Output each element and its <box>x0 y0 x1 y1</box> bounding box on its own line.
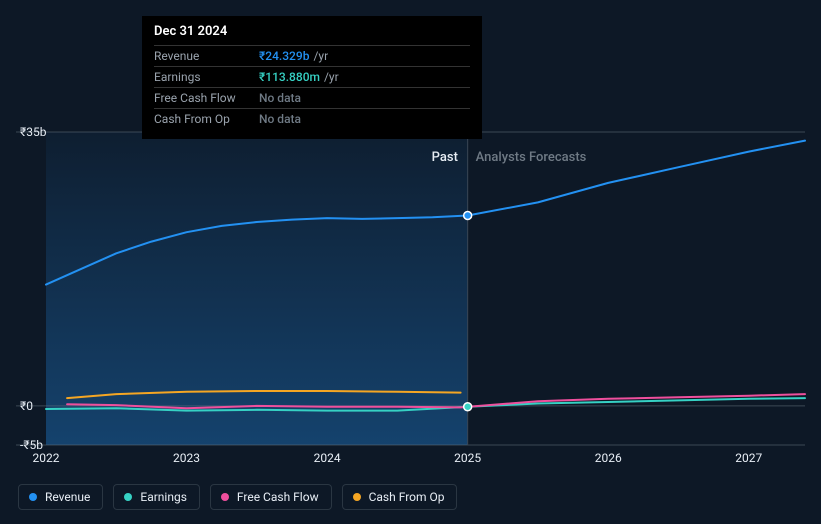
legend-item-revenue[interactable]: Revenue <box>18 484 103 510</box>
y-axis-label: ₹0 <box>20 399 33 413</box>
tooltip-metric-value: No data <box>259 112 301 126</box>
tooltip-metric-label: Revenue <box>154 49 259 63</box>
tooltip-metric-value: No data <box>259 91 301 105</box>
tooltip-metric-label: Cash From Op <box>154 112 259 126</box>
x-axis-label: 2022 <box>33 451 60 465</box>
legend-item-cfo[interactable]: Cash From Op <box>342 484 458 510</box>
tooltip-metric-label: Earnings <box>154 70 259 84</box>
legend-item-fcf[interactable]: Free Cash Flow <box>210 484 332 510</box>
y-axis-label: -₹5b <box>20 438 43 452</box>
tooltip-row: Earnings₹113.880m/yr <box>154 66 470 87</box>
tooltip-row: Free Cash FlowNo data <box>154 87 470 108</box>
tooltip-metric-value: ₹24.329b <box>259 49 309 63</box>
legend-label: Free Cash Flow <box>237 490 319 504</box>
y-axis-label: ₹35b <box>20 125 46 139</box>
legend-swatch-icon <box>124 493 132 501</box>
legend-label: Revenue <box>45 490 90 504</box>
legend-swatch-icon <box>221 493 229 501</box>
financials-chart: ₹35b ₹0 -₹5b 2022 2023 2024 2025 2026 2027 Past… <box>0 0 821 524</box>
x-axis-label: 2024 <box>314 451 341 465</box>
hover-tooltip: Dec 31 2024 Revenue₹24.329b/yrEarnings₹1… <box>142 16 482 139</box>
past-region-label: Past <box>432 150 458 165</box>
legend-label: Earnings <box>140 490 187 504</box>
tooltip-metric-value: ₹113.880m <box>259 70 320 84</box>
tooltip-row: Cash From OpNo data <box>154 108 470 129</box>
legend-label: Cash From Op <box>369 490 445 504</box>
chart-legend: Revenue Earnings Free Cash Flow Cash From O… <box>18 484 457 510</box>
tooltip-row: Revenue₹24.329b/yr <box>154 45 470 66</box>
legend-swatch-icon <box>353 493 361 501</box>
x-axis-label: 2023 <box>173 451 200 465</box>
tooltip-date: Dec 31 2024 <box>154 24 470 45</box>
x-axis-label: 2025 <box>454 451 481 465</box>
legend-swatch-icon <box>29 493 37 501</box>
x-axis-label: 2026 <box>595 451 622 465</box>
x-axis-label: 2027 <box>735 451 762 465</box>
tooltip-metric-unit: /yr <box>324 70 339 84</box>
forecast-region-label: Analysts Forecasts <box>476 150 587 165</box>
tooltip-metric-label: Free Cash Flow <box>154 91 259 105</box>
legend-item-earnings[interactable]: Earnings <box>113 484 200 510</box>
tooltip-metric-unit: /yr <box>313 49 328 63</box>
